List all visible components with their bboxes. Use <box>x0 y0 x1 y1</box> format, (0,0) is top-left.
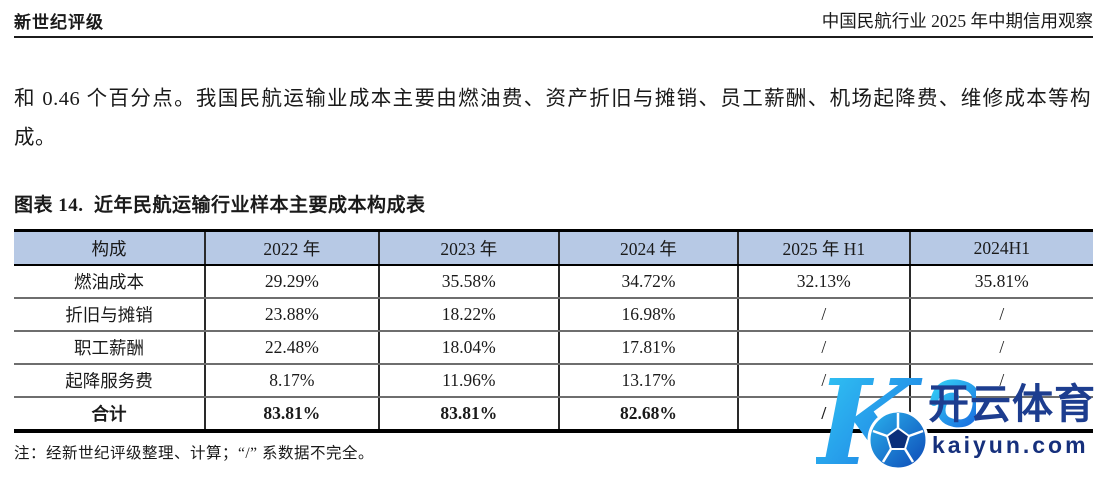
cell-value: 83.81% <box>377 397 559 433</box>
table-header-row: 构成 2022 年 2023 年 2024 年 2025 年 H1 2024H1 <box>14 229 1093 266</box>
cell-value: / <box>908 331 1093 365</box>
cell-value: 34.72% <box>557 265 738 299</box>
body-paragraph: 和 0.46 个百分点。我国民航运输业成本主要由燃油费、资产折旧与摊销、员工薪酬… <box>14 88 1091 149</box>
table-note: 注：经新世纪评级整理、计算；“/” 系数据不完全。 <box>14 445 374 462</box>
cell-value: / <box>736 364 910 398</box>
column-header-1: 2022 年 <box>203 229 379 266</box>
cost-table: 构成 2022 年 2023 年 2024 年 2025 年 H1 2024H1 燃油成本 2… <box>14 229 1093 433</box>
column-header-2: 2023 年 <box>377 229 559 266</box>
column-header-4: 2025 年 H1 <box>736 229 910 266</box>
cell-value: 32.13% <box>736 265 910 299</box>
cell-value: / <box>908 298 1093 332</box>
row-label: 折旧与摊销 <box>14 298 205 332</box>
table-row: 起降服务费 8.17% 11.96% 13.17% / / <box>14 364 1093 398</box>
cell-value: 22.48% <box>203 331 379 365</box>
column-header-3: 2024 年 <box>557 229 738 266</box>
row-label: 合计 <box>14 397 205 433</box>
cell-value: 18.22% <box>377 298 559 332</box>
row-label: 燃油成本 <box>14 265 205 299</box>
row-label: 职工薪酬 <box>14 331 205 365</box>
kaiyun-logo-icon: K <box>816 364 976 484</box>
cell-value: / <box>736 331 910 365</box>
cell-value: 83.81% <box>203 397 379 433</box>
cell-value: 17.81% <box>557 331 738 365</box>
cell-value: 8.17% <box>203 364 379 398</box>
cell-value: 16.98% <box>557 298 738 332</box>
column-header-5: 2024H1 <box>908 229 1093 266</box>
table-row: 职工薪酬 22.48% 18.04% 17.81% / / <box>14 331 1093 365</box>
table-row: 合计 83.81% 83.81% 82.68% / <box>14 397 1093 433</box>
cell-value: 18.04% <box>377 331 559 365</box>
figure-caption: 图表 14. 近年民航运输行业样本主要成本构成表 <box>14 195 426 216</box>
report-title: 中国民航行业 2025 年中期信用观察 <box>821 11 1093 31</box>
row-label: 起降服务费 <box>14 364 205 398</box>
cell-value: / <box>736 298 910 332</box>
cell-value: 13.17% <box>557 364 738 398</box>
kaiyun-brand-text: 开云体育 <box>928 381 1096 427</box>
cell-value: 82.68% <box>557 397 738 433</box>
cell-value: 35.81% <box>908 265 1093 299</box>
kaiyun-url-text: kaiyun.com <box>932 432 1089 458</box>
cell-value: 11.96% <box>377 364 559 398</box>
cell-value: 29.29% <box>203 265 379 299</box>
cell-value: 23.88% <box>203 298 379 332</box>
brand-text: 新世纪评级 <box>14 13 104 32</box>
table-row: 燃油成本 29.29% 35.58% 34.72% 32.13% 35.81% <box>14 265 1093 299</box>
column-header-0: 构成 <box>14 229 205 266</box>
table-row: 折旧与摊销 23.88% 18.22% 16.98% / / <box>14 298 1093 332</box>
kaiyun-watermark[interactable]: K 开云体育 kaiyun.com <box>816 364 1107 484</box>
page-header: 新世纪评级 中国民航行业 2025 年中期信用观察 <box>14 5 1093 38</box>
cell-value: 35.58% <box>377 265 559 299</box>
